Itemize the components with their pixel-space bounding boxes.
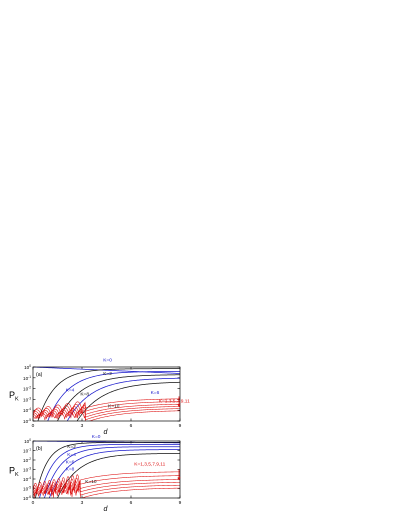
x-tick-label: 3 — [81, 423, 84, 429]
x-tick-label: 3 — [81, 500, 84, 506]
series-line-k-10 — [76, 381, 180, 421]
series-annotation: K=0 — [103, 358, 112, 364]
series-line-odd — [33, 398, 180, 421]
panel-label: (b) — [36, 446, 43, 452]
series-line-odd — [33, 410, 180, 421]
y-tick-label: 10-4 — [23, 476, 31, 482]
plot-frame — [32, 366, 181, 422]
arrow-head — [177, 404, 181, 408]
series-line-k-8 — [66, 377, 180, 421]
series-annotation: K=6 — [151, 390, 160, 396]
series-annotation: K=8 — [66, 466, 75, 472]
arrow-head — [177, 477, 181, 481]
x-tick-label: 6 — [130, 500, 133, 506]
plot-area — [33, 441, 180, 498]
series-line-k-6 — [57, 374, 180, 421]
series-line-odd — [33, 484, 180, 498]
y-tick-label: 10-1 — [23, 375, 31, 381]
series-line-k-8 — [48, 449, 180, 498]
series-line-k-4 — [47, 371, 180, 421]
series-annotation: K=4 — [66, 387, 75, 393]
series-line-odd — [33, 475, 180, 495]
series-annotation: K=4 — [67, 452, 76, 458]
panel-a: 100 10-1 10-2 10-3 10-4 10-50 3 6 9 d PK (a) K=0 K=2 K… — [9, 358, 190, 436]
y-tick-label: 100 — [24, 364, 31, 370]
series-annotation: K=2 — [103, 371, 112, 377]
y-tick-label: 10-1 — [23, 448, 31, 454]
x-tick-label: 9 — [179, 500, 182, 506]
series-annotation: K=2 — [67, 444, 76, 450]
panel-label: (a) — [36, 372, 43, 378]
x-axis-title: d — [104, 429, 109, 436]
series-line-odd — [33, 401, 180, 419]
plot-area — [33, 367, 180, 421]
x-axis-title: d — [104, 506, 109, 513]
y-tick-label: 10-3 — [23, 396, 31, 402]
y-axis-title: PK — [9, 466, 19, 479]
series-annotation: K=6 — [66, 459, 75, 465]
series-line-odd — [33, 406, 180, 420]
y-tick-label: 10-5 — [23, 418, 31, 424]
series-annotation: K=0 — [92, 434, 101, 440]
series-line-k-2 — [37, 368, 180, 421]
y-tick-label: 100 — [24, 438, 31, 444]
y-tick-label: 10-5 — [23, 486, 31, 492]
series-annotation: K=10 — [108, 404, 120, 410]
series-line-odd — [33, 403, 180, 419]
series-annotation: K=10 — [85, 479, 97, 485]
x-tick-label: 6 — [130, 423, 133, 429]
series-line-odd — [33, 482, 180, 496]
series-line-k-0 — [33, 367, 180, 374]
y-tick-label: 10-6 — [23, 495, 31, 501]
y-tick-label: 10-2 — [23, 386, 31, 392]
series-annotation: K=1,3,5,7,9,11 — [159, 399, 190, 405]
series-line-odd — [33, 479, 180, 495]
series-annotation: K=1,3,5,7,9,11 — [134, 462, 165, 468]
series-annotation: K=8 — [80, 392, 89, 398]
x-tick-label: 0 — [32, 423, 35, 429]
series-line-k-4 — [39, 443, 180, 498]
series-line-k-10 — [57, 453, 180, 498]
series-line-odd — [33, 487, 180, 498]
series-line-k-6 — [44, 446, 180, 498]
x-tick-label: 9 — [179, 423, 182, 429]
series-line-k-2 — [35, 442, 180, 498]
plot-frame — [32, 440, 181, 499]
y-tick-label: 10-2 — [23, 457, 31, 463]
series-line-odd — [33, 471, 180, 498]
series-line-odd — [33, 408, 180, 421]
y-axis-title: PK — [9, 390, 19, 403]
x-tick-label: 0 — [32, 500, 35, 506]
panel-b: 100 10-1 10-2 10-3 10-4 10-5 10-60 3 6 9 d PK (b) K=0… — [9, 434, 182, 513]
y-tick-label: 10-3 — [23, 467, 31, 473]
y-tick-label: 10-4 — [23, 407, 31, 413]
